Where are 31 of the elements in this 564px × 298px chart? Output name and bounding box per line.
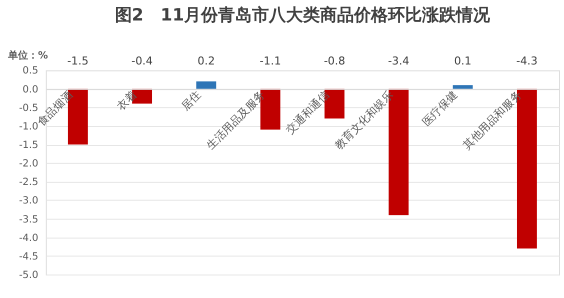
y-tick-label: -0.5 bbox=[18, 102, 38, 114]
y-tick-label: 0.5 bbox=[22, 66, 38, 77]
y-tick-label: -4.0 bbox=[18, 232, 38, 244]
bar bbox=[452, 85, 473, 89]
data-label: -0.4 bbox=[131, 54, 153, 68]
x-tick-label: 医疗保健 bbox=[420, 88, 460, 129]
data-label: -1.1 bbox=[260, 54, 282, 68]
data-label: -3.4 bbox=[388, 54, 410, 68]
x-tick-label: 生活用品及服务 bbox=[204, 88, 268, 152]
y-tick-label: -1.0 bbox=[18, 121, 38, 132]
x-tick-label: 居住 bbox=[178, 88, 204, 114]
x-tick-label: 其他用品和服务 bbox=[460, 88, 524, 152]
y-tick-label: -2.0 bbox=[18, 158, 38, 170]
chart-title: 图2 11月份青岛市八大类商品价格环比涨跌情况 bbox=[114, 4, 492, 24]
y-tick-label: -4.5 bbox=[18, 251, 38, 262]
y-tick-label: -2.5 bbox=[18, 177, 38, 188]
x-tick-label: 衣着 bbox=[114, 88, 140, 114]
data-label: 0.1 bbox=[454, 54, 472, 68]
data-label: 0.2 bbox=[197, 54, 215, 68]
x-tick-label: 交通和通信 bbox=[284, 88, 332, 136]
y-tick-label: 0.0 bbox=[22, 84, 38, 96]
data-label: -4.3 bbox=[516, 54, 538, 68]
y-tick-label: -1.5 bbox=[18, 140, 38, 152]
y-tick-label: -5.0 bbox=[18, 270, 38, 282]
x-tick-label: 教育文化和娱乐 bbox=[332, 88, 396, 152]
bar bbox=[196, 81, 216, 89]
data-label: -1.5 bbox=[67, 54, 89, 68]
data-label: -0.8 bbox=[324, 54, 346, 68]
y-tick-label: -3.0 bbox=[18, 196, 38, 207]
y-tick-label: -3.5 bbox=[18, 214, 38, 226]
y-axis-title: 单位：% bbox=[6, 49, 48, 62]
